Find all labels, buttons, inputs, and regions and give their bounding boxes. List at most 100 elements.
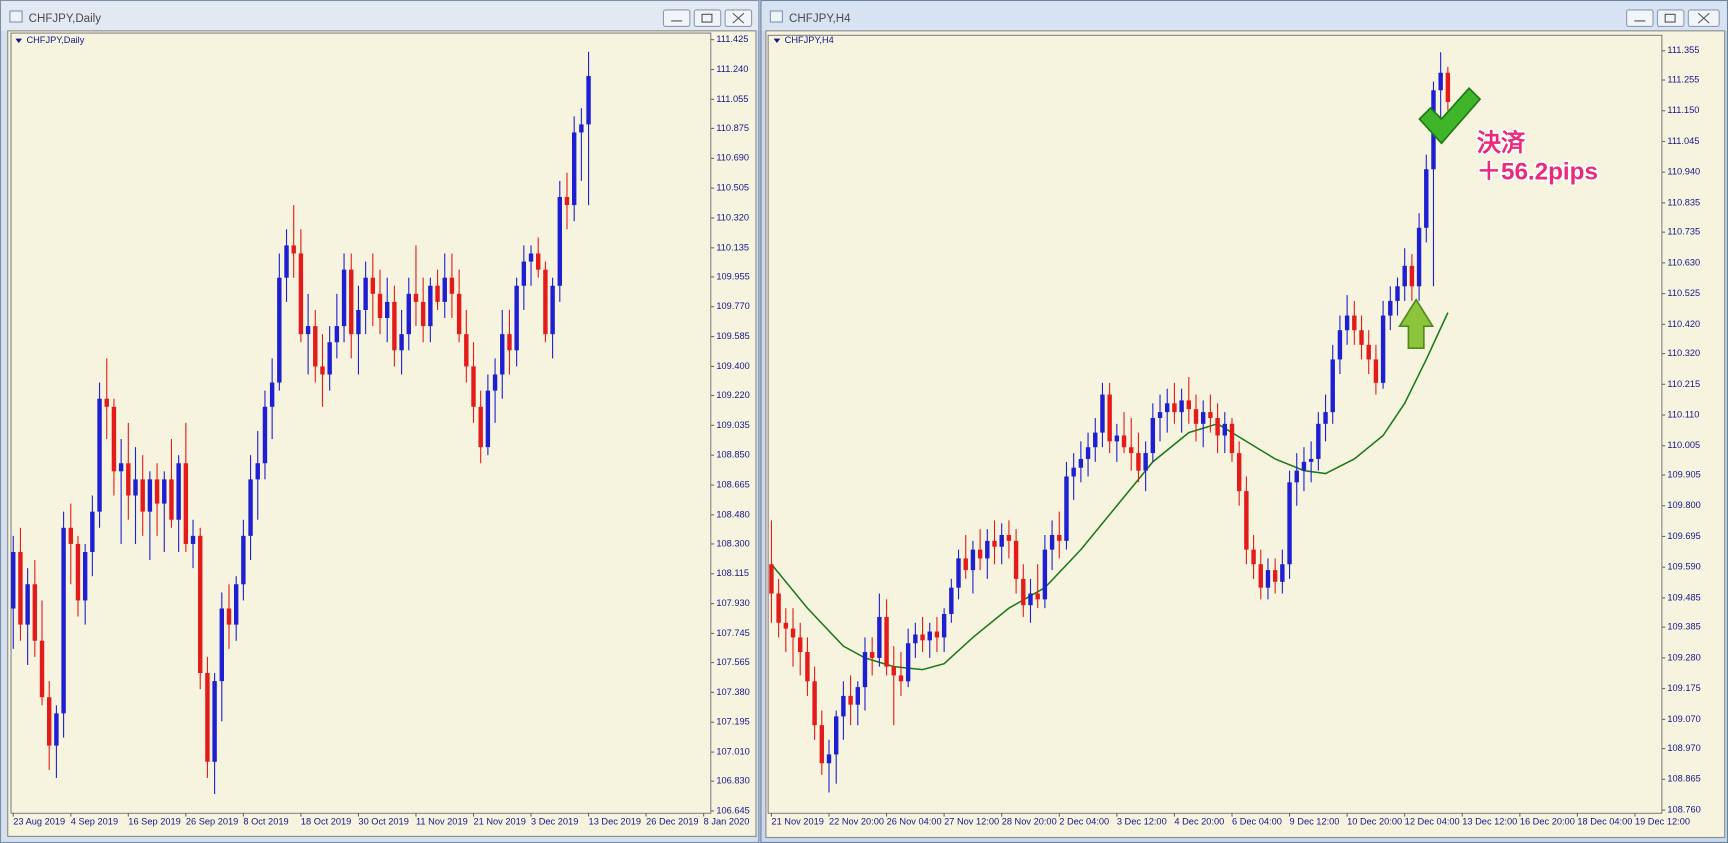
candle-body: [1107, 394, 1112, 442]
candle-body: [1409, 265, 1415, 287]
candle-body: [18, 552, 23, 625]
candle-body: [1021, 578, 1026, 606]
candle-body: [798, 637, 803, 653]
y-tick-label: 110.940: [1667, 167, 1700, 177]
x-tick-label: 21 Nov 2019: [771, 817, 823, 827]
candle-body: [47, 697, 52, 746]
y-tick-label: 108.115: [716, 568, 749, 578]
y-tick-label: 110.875: [716, 123, 749, 133]
candle-body: [543, 269, 548, 335]
candle-body: [1136, 453, 1141, 471]
x-tick-label: 19 Dec 12:00: [1635, 817, 1690, 827]
candle-body: [464, 334, 469, 367]
y-tick-label: 109.955: [716, 271, 749, 281]
price-chart: 111.425 111.240 111.055 110.875 110.690 110.5…: [10, 32, 750, 827]
y-tick-label: 107.010: [716, 747, 749, 757]
y-tick-label: 110.505: [716, 183, 749, 193]
restore-button[interactable]: [693, 9, 722, 27]
candle-body: [1049, 534, 1055, 550]
x-tick-label: 13 Dec 2019: [589, 817, 641, 827]
candle-body: [392, 301, 397, 351]
candle-body: [1373, 359, 1379, 383]
candle-body: [32, 584, 38, 641]
candle-body: [154, 479, 160, 504]
x-tick-label: 3 Dec 12:00: [1117, 817, 1167, 827]
candle-body: [862, 652, 868, 688]
candle-body: [1366, 344, 1371, 360]
y-tick-label: 109.175: [1667, 683, 1700, 693]
candle-body: [557, 197, 563, 286]
candle-body: [284, 245, 289, 278]
candle-body: [999, 534, 1004, 547]
candle-body: [363, 277, 368, 310]
y-tick-label: 109.070: [1667, 714, 1700, 724]
x-tick-label: 10 Dec 20:00: [1347, 817, 1402, 827]
candle-body: [183, 463, 189, 544]
candle-body: [521, 261, 527, 286]
candle-body: [1114, 435, 1120, 442]
candle-body: [833, 716, 839, 755]
candle-body: [920, 634, 925, 641]
y-tick-label: 109.770: [716, 301, 749, 311]
candle-body: [413, 293, 419, 302]
y-tick-label: 106.645: [716, 805, 749, 815]
plot-frame: [10, 32, 712, 814]
candle-body: [891, 666, 896, 676]
y-tick-label: 110.690: [716, 153, 749, 163]
candle-body: [1301, 461, 1307, 471]
candle-body: [349, 269, 354, 335]
x-tick-label: 9 Dec 12:00: [1290, 817, 1340, 827]
candle-body: [1208, 412, 1213, 418]
candle-body: [399, 334, 404, 351]
y-tick-label: 110.835: [1667, 197, 1700, 207]
candle-body: [812, 681, 817, 726]
candle-body: [1316, 423, 1321, 459]
minimize-button[interactable]: [662, 9, 691, 27]
plot-frame: [767, 34, 1663, 814]
candle-body: [1258, 564, 1263, 588]
candle-body: [1064, 476, 1069, 541]
y-tick-label: 109.585: [716, 331, 749, 341]
y-tick-label: 109.385: [1667, 622, 1700, 632]
candle-body: [471, 366, 476, 407]
candle-body: [1150, 417, 1156, 454]
x-tick-label: 3 Dec 2019: [531, 817, 578, 827]
title-bar: [761, 1, 1727, 31]
candle-body: [68, 527, 73, 544]
candle-body: [977, 549, 983, 559]
y-tick-label: 109.220: [716, 390, 749, 400]
y-tick-label: 108.970: [1667, 743, 1700, 753]
candle-body: [449, 277, 455, 294]
candle-body: [1236, 453, 1242, 492]
candle-body: [1294, 470, 1299, 483]
chart-area: [765, 30, 1726, 839]
minimize-button[interactable]: [1626, 9, 1654, 27]
candle-body: [1172, 403, 1177, 413]
y-tick-label: 109.400: [716, 361, 749, 371]
x-tick-label: 18 Oct 2019: [301, 817, 351, 827]
candle-body: [169, 479, 174, 520]
window-daily: CHFJPY,Daily CHFJPY,Daily: [0, 0, 760, 843]
candle-body: [39, 640, 45, 698]
candle-body: [855, 687, 860, 705]
y-tick-label: 109.485: [1667, 592, 1700, 602]
candle-body: [956, 558, 961, 588]
candle-body: [783, 622, 789, 629]
y-tick-label: 108.865: [1667, 774, 1700, 784]
y-tick-label: 110.525: [1667, 288, 1700, 298]
candle-body: [1200, 412, 1206, 424]
button-glyphs: [671, 12, 745, 24]
y-tick-label: 111.045: [1667, 136, 1699, 146]
candle-body: [1438, 72, 1443, 91]
candle-body: [805, 652, 810, 682]
candle-body: [913, 634, 918, 644]
restore-button[interactable]: [1656, 9, 1685, 27]
y-tick-label: 109.695: [1667, 531, 1700, 541]
candle-body: [1179, 400, 1184, 413]
y-tick-label: 110.420: [1667, 319, 1700, 329]
candle-body: [848, 695, 853, 705]
x-tick-label: 26 Dec 2019: [646, 817, 698, 827]
candle-body: [1013, 540, 1019, 579]
y-tick-label: 109.800: [1667, 500, 1700, 510]
